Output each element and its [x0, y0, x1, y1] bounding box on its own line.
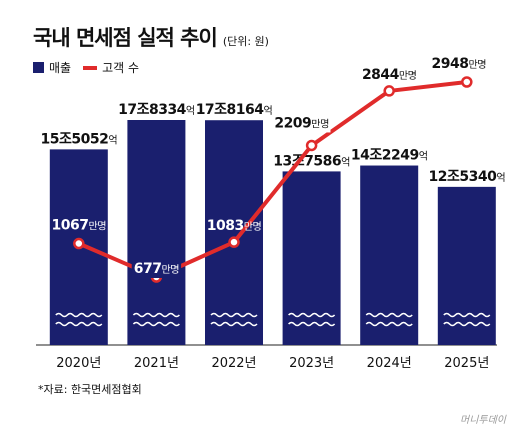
bar-value-label-2022년: 17조8164억	[196, 102, 273, 118]
bar-wave-icon	[288, 321, 336, 327]
bar-value-label-2023년-text: 13조7586억	[273, 153, 350, 169]
bar-wave-icon	[132, 321, 180, 327]
line-value-label-2024년-text: 2844만명	[362, 67, 417, 83]
x-tick-label: 2023년	[289, 356, 334, 371]
line-value-label-2023년: 2209만명	[272, 114, 331, 133]
line-value-label-2025년: 2948만명	[429, 55, 488, 73]
bar-wave-icon	[55, 321, 103, 327]
bar-wave-icon	[365, 321, 413, 327]
bar-value-label-2023년: 13조7586억	[273, 153, 350, 169]
line-value-label-2025년-bg	[429, 55, 488, 73]
line-value-label-2022년-text: 1083만명	[207, 218, 262, 234]
legend-label-customers: 고객 수	[102, 61, 140, 75]
x-tick-label: 2020년	[56, 356, 101, 371]
bar-wave-icon	[55, 312, 103, 318]
bar-2021년	[127, 120, 186, 345]
bar-wave-icon	[443, 312, 491, 318]
bar-wave-icon	[288, 312, 336, 318]
line-value-label-2021년-bg	[131, 260, 182, 278]
chart-title-text: 국내 면세점 실적 추이	[33, 26, 218, 50]
customers-point-2025년	[461, 76, 473, 88]
line-value-label-2024년: 2844만명	[360, 65, 419, 84]
chart-title: 국내 면세점 실적 추이 (단위: 원)	[33, 22, 269, 52]
line-value-label-2022년: 1083만명	[207, 218, 262, 234]
bar-value-label-2021년-text: 17조8334억	[118, 102, 195, 118]
bar-value-label-2022년-text: 17조8164억	[196, 102, 273, 118]
watermark: 머니투데이	[460, 415, 506, 426]
customers-point-2022년	[228, 236, 240, 248]
customers-point-2023년	[305, 139, 318, 152]
line-value-label-2025년-text: 2948만명	[432, 56, 487, 72]
line-value-label-2021년: 677만명	[131, 260, 182, 278]
customers-point-2020년	[73, 237, 85, 250]
bar-value-label-2021년: 17조8334억	[118, 102, 195, 118]
bar-value-label-2020년-text: 15조5052억	[40, 131, 117, 147]
bar-2025년	[437, 186, 496, 345]
bar-wave-icon	[210, 321, 258, 327]
bar-2024년	[360, 165, 419, 345]
bar-value-label-2020년: 15조5052억	[40, 131, 117, 147]
bar-value-label-2025년: 12조5340억	[428, 169, 505, 185]
x-tick-label: 2024년	[367, 356, 412, 371]
source-note: *자료: 한국면세점협회	[38, 383, 142, 396]
line-value-label-2020년: 1067만명	[52, 218, 107, 234]
line-value-label-2021년-text: 677만명	[134, 261, 180, 277]
x-tick-label: 2025년	[444, 356, 489, 371]
x-tick-label: 2021년	[134, 356, 179, 371]
bar-2022년	[205, 120, 263, 346]
legend: 매출 고객 수	[33, 59, 139, 76]
bar-value-label-2025년-text: 12조5340억	[428, 169, 505, 185]
bar-value-label-2024년: 14조2249억	[351, 148, 428, 164]
line-value-label-2024년-bg	[360, 65, 419, 84]
bar-value-label-2024년-text: 14조2249억	[351, 148, 428, 164]
unit-note: (단위: 원)	[222, 35, 269, 48]
line-value-label-2020년-text: 1067만명	[52, 218, 107, 234]
x-tick-label: 2022년	[211, 356, 256, 371]
customers-point-2024년	[383, 85, 395, 97]
legend-swatch-sales	[33, 62, 44, 73]
bar-wave-icon	[132, 312, 180, 318]
bar-2023년	[282, 171, 341, 345]
legend-label-sales: 매출	[49, 61, 72, 75]
bar-wave-icon	[443, 321, 491, 327]
line-value-label-2023년-text: 2209만명	[274, 115, 329, 131]
legend-swatch-customers	[83, 65, 98, 70]
bar-wave-icon	[365, 312, 413, 318]
bar-wave-icon	[210, 312, 258, 318]
line-value-label-2023년-bg	[272, 114, 331, 133]
